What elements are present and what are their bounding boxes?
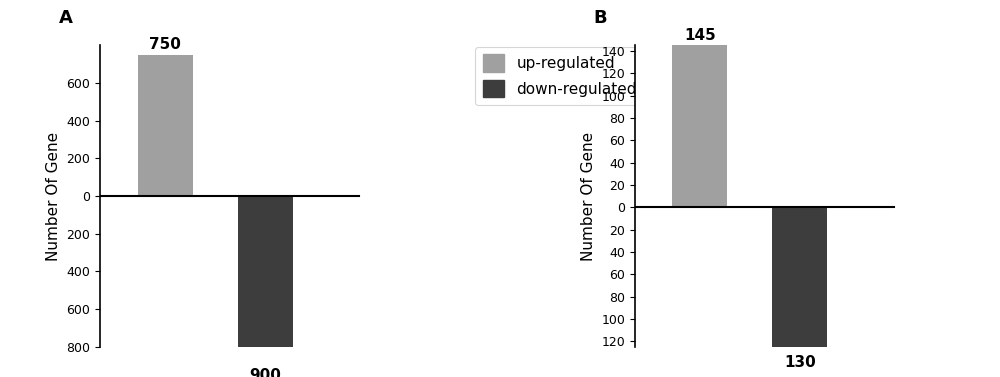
Y-axis label: Number Of Gene: Number Of Gene — [581, 132, 596, 261]
Text: 145: 145 — [684, 28, 716, 43]
Bar — [138, 55, 193, 196]
Legend: up-regulated, down-regulated: up-regulated, down-regulated — [475, 47, 645, 105]
Text: 750: 750 — [149, 37, 181, 52]
Text: 900: 900 — [249, 368, 281, 377]
Text: 130: 130 — [784, 354, 816, 369]
Bar — [772, 207, 827, 352]
Text: A: A — [59, 9, 72, 27]
Text: B: B — [593, 9, 607, 27]
Bar — [238, 196, 293, 366]
Bar — [672, 45, 727, 207]
Y-axis label: Number Of Gene: Number Of Gene — [46, 132, 61, 261]
